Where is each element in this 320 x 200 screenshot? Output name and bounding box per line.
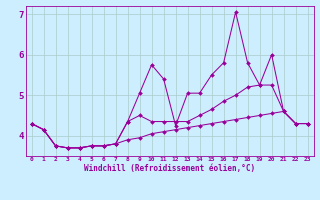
X-axis label: Windchill (Refroidissement éolien,°C): Windchill (Refroidissement éolien,°C) [84,164,255,173]
